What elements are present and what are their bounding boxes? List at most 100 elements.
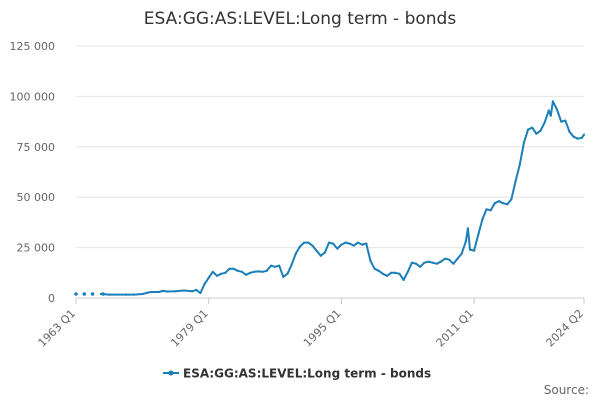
data-point [327,241,331,244]
data-point [522,141,526,144]
data-point [531,126,534,129]
data-point [332,242,335,245]
data-point [240,270,243,273]
data-point [547,109,550,112]
data-point [460,252,463,255]
series-line [99,100,585,296]
data-point [348,242,351,245]
data-point [456,257,459,260]
data-point [162,289,165,292]
data-point [493,202,496,205]
data-point [195,288,198,291]
y-axis-ticks: 0 25 000 50 000 75 000 100 000 125 000 [10,40,56,305]
data-point [269,264,272,267]
x-axis: 1963 Q1 1979 Q1 1995 Q1 2011 Q1 2024 Q2 [36,298,587,350]
data-point [236,269,239,272]
data-point [526,128,530,131]
data-point [99,292,102,296]
data-point [298,245,301,248]
data-point [211,270,214,273]
data-point [74,292,78,296]
data-point [249,271,252,274]
data-point [224,271,227,274]
data-point [580,136,584,139]
data-point [215,274,219,277]
data-point [290,263,293,266]
data-point [502,202,505,205]
data-point [344,241,347,244]
data-point [182,289,185,292]
data-point [319,254,322,257]
data-point [439,260,442,263]
data-point [323,251,326,254]
data-point [582,133,586,136]
data-point [489,209,492,212]
data-point [108,293,111,296]
data-point [514,180,517,183]
data-point [307,241,310,244]
data-point [244,273,248,276]
y-tick-label: 50 000 [17,191,56,204]
data-point [464,240,467,243]
data-point [497,200,501,203]
data-point [398,272,401,275]
data-point [568,130,571,133]
data-point [518,163,521,166]
y-tick-label: 100 000 [10,90,56,103]
data-point [361,243,364,246]
data-point [373,267,376,270]
legend[interactable]: ESA:GG:AS:LEVEL:Long term - bonds [163,367,431,381]
x-tick-label: 1963 Q1 [36,307,79,350]
data-point [232,267,235,270]
data-point [576,137,579,140]
data-point [356,241,360,244]
data-point [199,291,202,295]
data-point [468,248,472,251]
data-point [303,241,306,244]
data-point [340,243,343,246]
data-point [278,264,281,267]
data-point [510,198,513,201]
data-point [265,269,268,272]
data-point [551,100,555,103]
data-point [419,265,422,268]
data-point [572,135,575,138]
series-layer [74,100,586,296]
data-point [336,247,339,250]
data-point [406,270,409,273]
data-point [261,270,264,273]
data-point [485,208,488,211]
data-point [352,244,355,247]
data-point [82,292,87,296]
data-point [539,129,542,132]
x-tick-label: 1979 Q1 [168,307,211,350]
data-point [427,260,430,263]
y-tick-label: 25 000 [17,242,56,255]
data-point [286,272,289,275]
data-point [294,252,297,255]
data-point [145,291,148,295]
source-label: Source: [544,383,589,397]
data-point [124,293,127,296]
x-tick-label: 2024 Q2 [544,307,587,350]
data-point [564,119,567,122]
chart-title: ESA:GG:AS:LEVEL:Long term - bonds [144,9,457,29]
data-point [157,290,160,294]
data-point [423,261,426,264]
data-point [385,274,389,277]
data-point [448,258,451,261]
data-point [220,272,223,275]
data-point [369,259,372,262]
y-tick-label: 125 000 [10,40,56,53]
x-tick-label: 1995 Q1 [301,307,344,350]
data-point [381,272,384,275]
data-point [166,290,169,293]
data-point [311,244,314,247]
x-tick-label: 2011 Q1 [434,307,477,350]
y-tick-label: 75 000 [17,141,56,154]
data-point [274,265,277,268]
data-point [282,275,285,278]
data-point [543,121,546,124]
y-tick-label: 0 [48,292,55,305]
